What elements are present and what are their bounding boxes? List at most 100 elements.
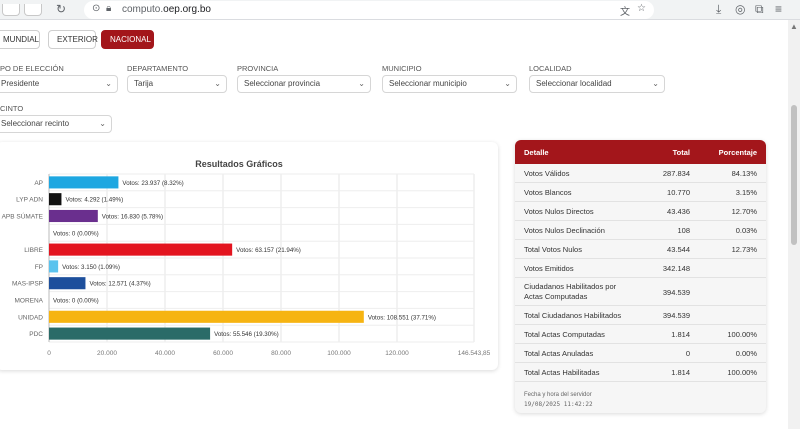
- bar-data-label: Votos: 3.150 (1.09%): [62, 264, 120, 271]
- tab-mundial[interactable]: MUNDIAL: [0, 30, 40, 49]
- url-text: computo.oep.org.bo: [122, 4, 211, 15]
- x-tick-label: 80.000: [271, 350, 291, 357]
- localidad-label: LOCALIDAD: [529, 64, 572, 73]
- lock-icon[interactable]: 🔒︎: [106, 3, 112, 14]
- row-detalle: Votos Nulos Declinación: [524, 226, 605, 235]
- row-total: 10.770: [667, 188, 690, 197]
- y-tick-label: MORENA: [14, 298, 43, 305]
- row-total: 43.436: [667, 207, 690, 216]
- chevron-down-icon: ⌄: [99, 119, 106, 128]
- bar-data-label: Votos: 4.292 (1.49%): [65, 197, 123, 204]
- bar-data-label: Votos: 16.830 (5.78%): [102, 214, 163, 221]
- tab-left[interactable]: [2, 4, 20, 16]
- bar: [49, 176, 119, 189]
- row-total: 394.539: [662, 311, 690, 320]
- bar: [49, 310, 364, 323]
- row-total: 43.544: [667, 245, 690, 254]
- translate-icon[interactable]: 文: [620, 7, 630, 18]
- bar: [49, 243, 233, 256]
- bar-data-label: Votos: 0 (0.00%): [53, 230, 99, 237]
- row-detalle: Total Actas Computadas: [524, 330, 605, 339]
- download-icon[interactable]: ⤓: [716, 2, 722, 16]
- recinto-select[interactable]: Seleccionar recinto ⌄: [0, 115, 112, 133]
- tipo-label: PO DE ELECCIÓN: [0, 64, 64, 73]
- provincia-label: PROVINCIA: [237, 64, 279, 73]
- x-tick-label: 20.000: [97, 350, 117, 357]
- tab-strip[interactable]: [0, 0, 44, 20]
- server-time-label: Fecha y hora del servidor: [524, 392, 592, 398]
- chevron-down-icon: ⌄: [504, 79, 511, 88]
- header-total: Total: [672, 148, 690, 157]
- scroll-up-icon[interactable]: ▲: [790, 22, 798, 31]
- row-total: 108: [677, 226, 690, 235]
- departamento-select[interactable]: Tarija ⌄: [127, 75, 227, 93]
- row-detalle: Total Ciudadanos Habilitados: [524, 311, 622, 320]
- results-chart-card: Resultados Gráficos 0 20.000 40.000 60.000 80…: [0, 142, 498, 370]
- row-porcentaje: 100.00%: [727, 330, 757, 339]
- chevron-down-icon: ⌄: [652, 79, 659, 88]
- row-porcentaje: 12.70%: [731, 207, 757, 216]
- x-tick-label: 40.000: [155, 350, 175, 357]
- y-tick-label: APB SÚMATE: [2, 212, 44, 221]
- extension-icon[interactable]: ◎: [735, 2, 746, 16]
- bar: [49, 277, 86, 290]
- localidad-select[interactable]: Seleccionar localidad ⌄: [529, 75, 665, 93]
- municipio-select[interactable]: Seleccionar municipio ⌄: [382, 75, 517, 93]
- tab-exterior[interactable]: EXTERIOR: [48, 30, 98, 49]
- table-row: Total Ciudadanos Habilitados 394.539: [515, 306, 766, 325]
- x-tick-label: 0: [47, 350, 51, 357]
- localidad-value: Seleccionar localidad: [536, 79, 612, 88]
- server-time-value: 19/08/2025 11:42:22: [524, 401, 593, 408]
- site-info-icon[interactable]: ⊙: [92, 3, 101, 14]
- y-tick-label: FP: [35, 264, 43, 271]
- menu-icon[interactable]: ≡: [775, 2, 783, 16]
- y-tick-label: LYP ADN: [16, 197, 43, 204]
- row-detalle: Votos Válidos: [524, 169, 570, 178]
- row-porcentaje: 12.73%: [731, 245, 757, 254]
- y-tick-label: AP: [34, 180, 43, 187]
- chart-title: Resultados Gráficos: [195, 159, 283, 169]
- page-scrollbar[interactable]: ▲: [788, 20, 800, 429]
- municipio-value: Seleccionar municipio: [389, 79, 467, 88]
- reload-icon[interactable]: ↻: [56, 2, 67, 16]
- results-chart: Resultados Gráficos 0 20.000 40.000 60.000 80…: [2, 159, 491, 357]
- x-tick-label: 146.543,85: [458, 350, 491, 357]
- table-row: Votos Nulos Declinación 108 0.03%: [515, 221, 766, 240]
- row-total: 1.814: [671, 368, 690, 377]
- header-detalle: Detalle: [524, 148, 549, 157]
- x-tick-label: 100.000: [327, 350, 351, 357]
- bar: [49, 209, 98, 223]
- sidebar-icon[interactable]: ⧉: [755, 2, 764, 16]
- chevron-down-icon: ⌄: [105, 79, 112, 88]
- row-total: 1.814: [671, 330, 690, 339]
- row-total: 0: [685, 349, 690, 358]
- row-detalle: Votos Emitidos: [524, 264, 574, 273]
- row-detalle: Votos Blancos: [524, 188, 572, 197]
- address-bar[interactable]: ⊙ 🔒︎ computo.oep.org.bo 文 ☆: [84, 1, 654, 19]
- table-row: Total Votos Nulos 43.544 12.73%: [515, 240, 766, 259]
- bar-data-label: Votos: 0 (0.00%): [53, 298, 99, 305]
- tab-mundial-label: MUNDIAL: [3, 35, 40, 44]
- provincia-select[interactable]: Seleccionar provincia ⌄: [237, 75, 371, 93]
- table-row: Total Actas Anuladas 0 0.00%: [515, 344, 766, 363]
- row-detalle: Votos Nulos Directos: [524, 207, 594, 216]
- row-detalle: Total Votos Nulos: [524, 245, 582, 254]
- bookmark-star-icon[interactable]: ☆: [637, 3, 646, 14]
- tab-nacional-label: NACIONAL: [110, 35, 151, 44]
- x-tick-label: 120.000: [385, 350, 409, 357]
- bar-data-label: Votos: 12.571 (4.37%): [89, 281, 150, 288]
- table-row: Votos Nulos Directos 43.436 12.70%: [515, 202, 766, 221]
- browser-toolbar: ↻ ⊙ 🔒︎ computo.oep.org.bo 文 ☆ ⤓ ◎ ⧉ ≡: [0, 0, 800, 20]
- bar: [49, 327, 211, 340]
- bar-data-label: Votos: 108.551 (37.71%): [368, 314, 436, 321]
- results-table: Detalle Total Porcentaje Votos Válidos 28…: [515, 140, 766, 413]
- tipo-select[interactable]: Presidente ⌄: [0, 75, 118, 93]
- chevron-down-icon: ⌄: [358, 79, 365, 88]
- row-detalle: Total Actas Anuladas: [524, 349, 594, 358]
- scrollbar-thumb[interactable]: [791, 105, 797, 245]
- tab-nacional[interactable]: NACIONAL: [101, 30, 154, 49]
- table-row: Votos Emitidos 342.148: [515, 259, 766, 278]
- row-total: 342.148: [662, 264, 690, 273]
- tab-right[interactable]: [24, 4, 42, 16]
- bar-data-label: Votos: 23.937 (8.32%): [122, 180, 183, 187]
